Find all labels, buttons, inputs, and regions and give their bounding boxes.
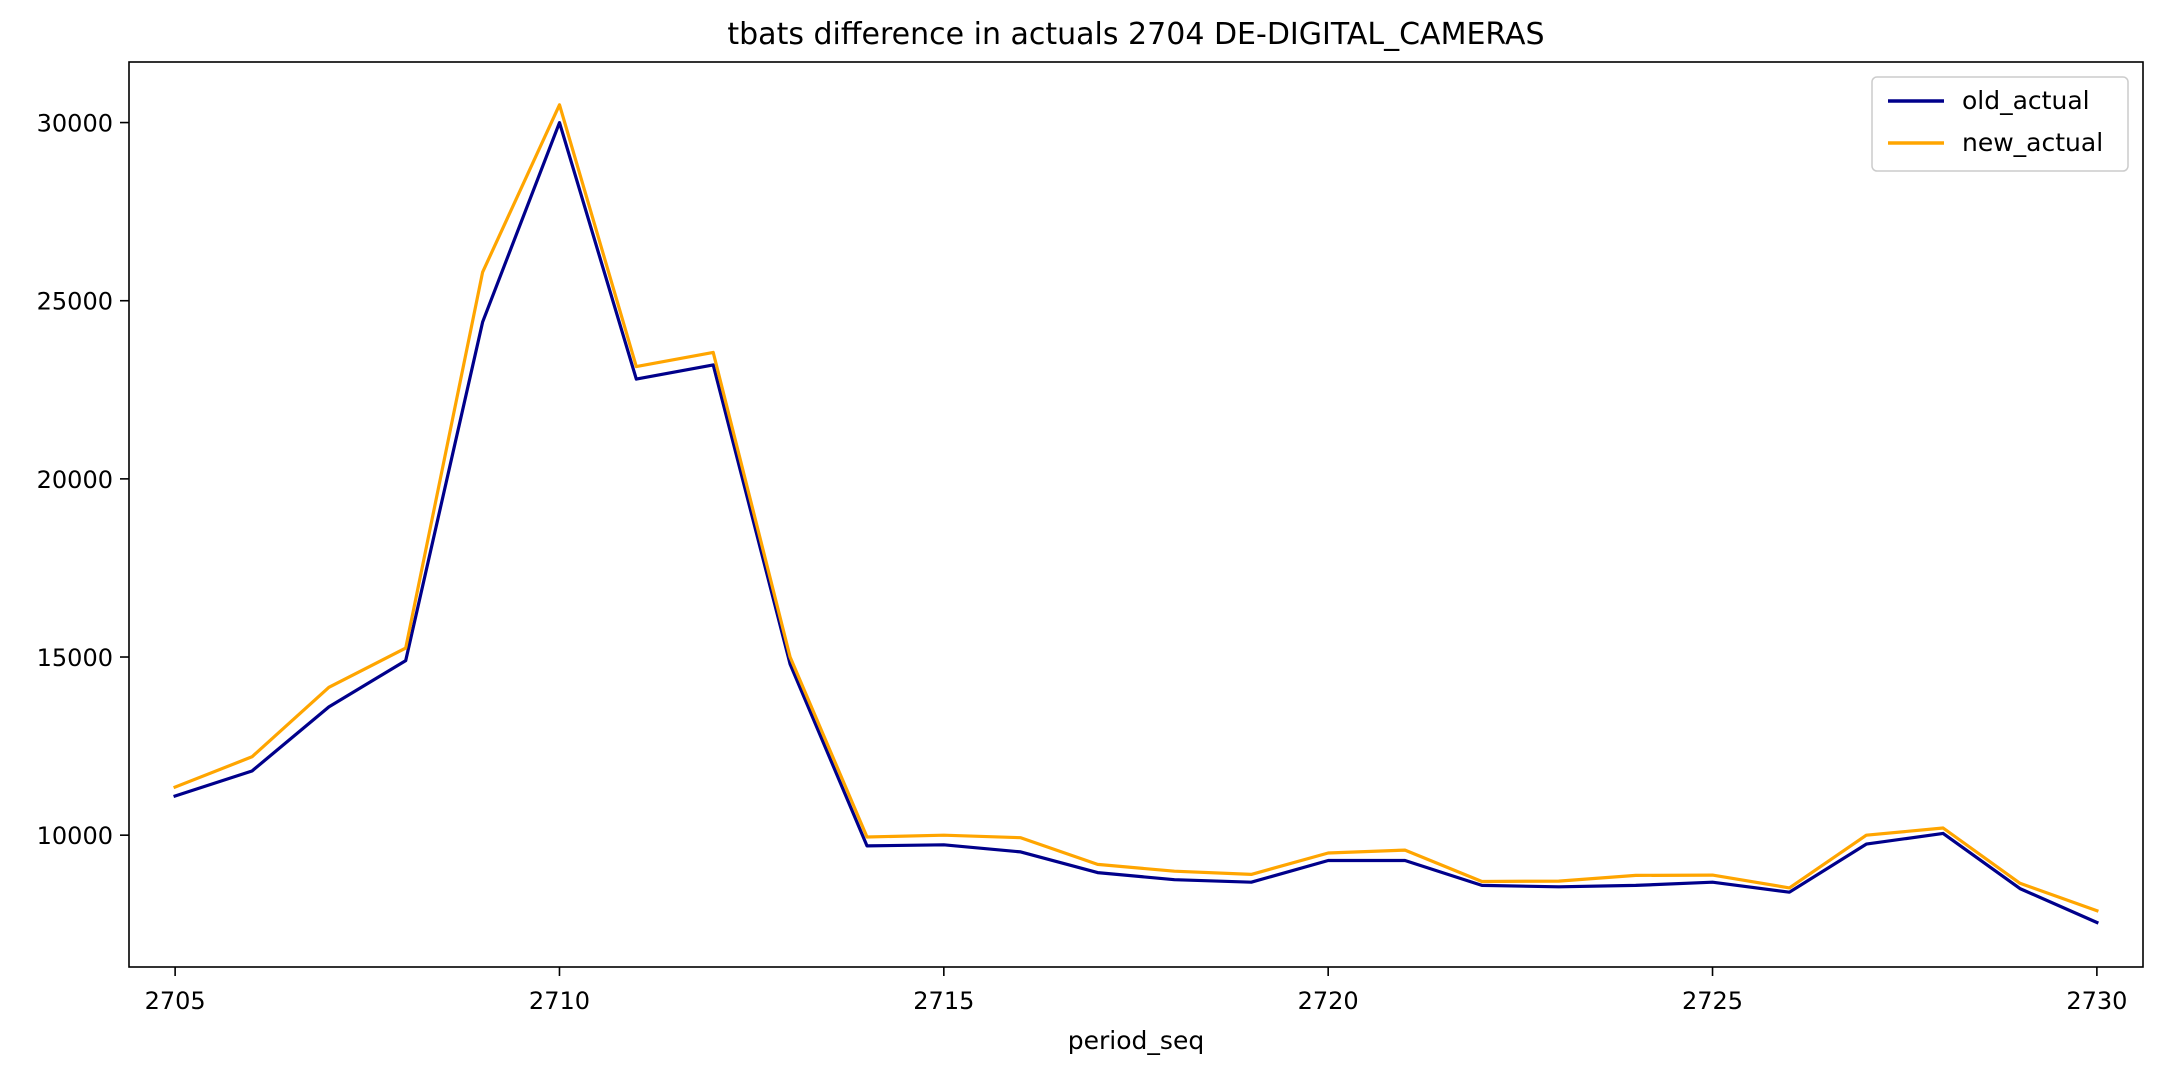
legend-label-new-actual: new_actual bbox=[1962, 128, 2103, 157]
x-axis: 2705 2710 2715 2720 2725 2730 bbox=[145, 967, 2127, 1015]
y-tick-label-10000: 10000 bbox=[37, 822, 113, 850]
series-line-old-actual bbox=[173, 120, 2100, 925]
y-tick-label-20000: 20000 bbox=[37, 466, 113, 494]
plot-area bbox=[128, 61, 2144, 968]
y-axis: 10000 15000 20000 25000 30000 bbox=[37, 110, 129, 850]
series-line-new-actual bbox=[173, 103, 2099, 913]
x-tick-label-2705: 2705 bbox=[145, 987, 206, 1015]
series-layer bbox=[173, 103, 2100, 925]
y-tick-label-30000: 30000 bbox=[37, 110, 113, 138]
x-tick-label-2730: 2730 bbox=[2066, 987, 2127, 1015]
y-tick-label-15000: 15000 bbox=[37, 644, 113, 672]
legend-label-old-actual: old_actual bbox=[1962, 86, 2090, 115]
x-tick-label-2725: 2725 bbox=[1682, 987, 1743, 1015]
x-axis-label: period_seq bbox=[1068, 1026, 1204, 1055]
legend: old_actual new_actual bbox=[1871, 76, 2129, 172]
y-tick-label-25000: 25000 bbox=[37, 288, 113, 316]
x-tick-label-2720: 2720 bbox=[1298, 987, 1359, 1015]
x-tick-label-2710: 2710 bbox=[529, 987, 590, 1015]
plot-frame bbox=[128, 61, 2144, 968]
chart-title: tbats difference in actuals 2704 DE-DIGI… bbox=[727, 17, 1544, 52]
x-tick-label-2715: 2715 bbox=[913, 987, 974, 1015]
